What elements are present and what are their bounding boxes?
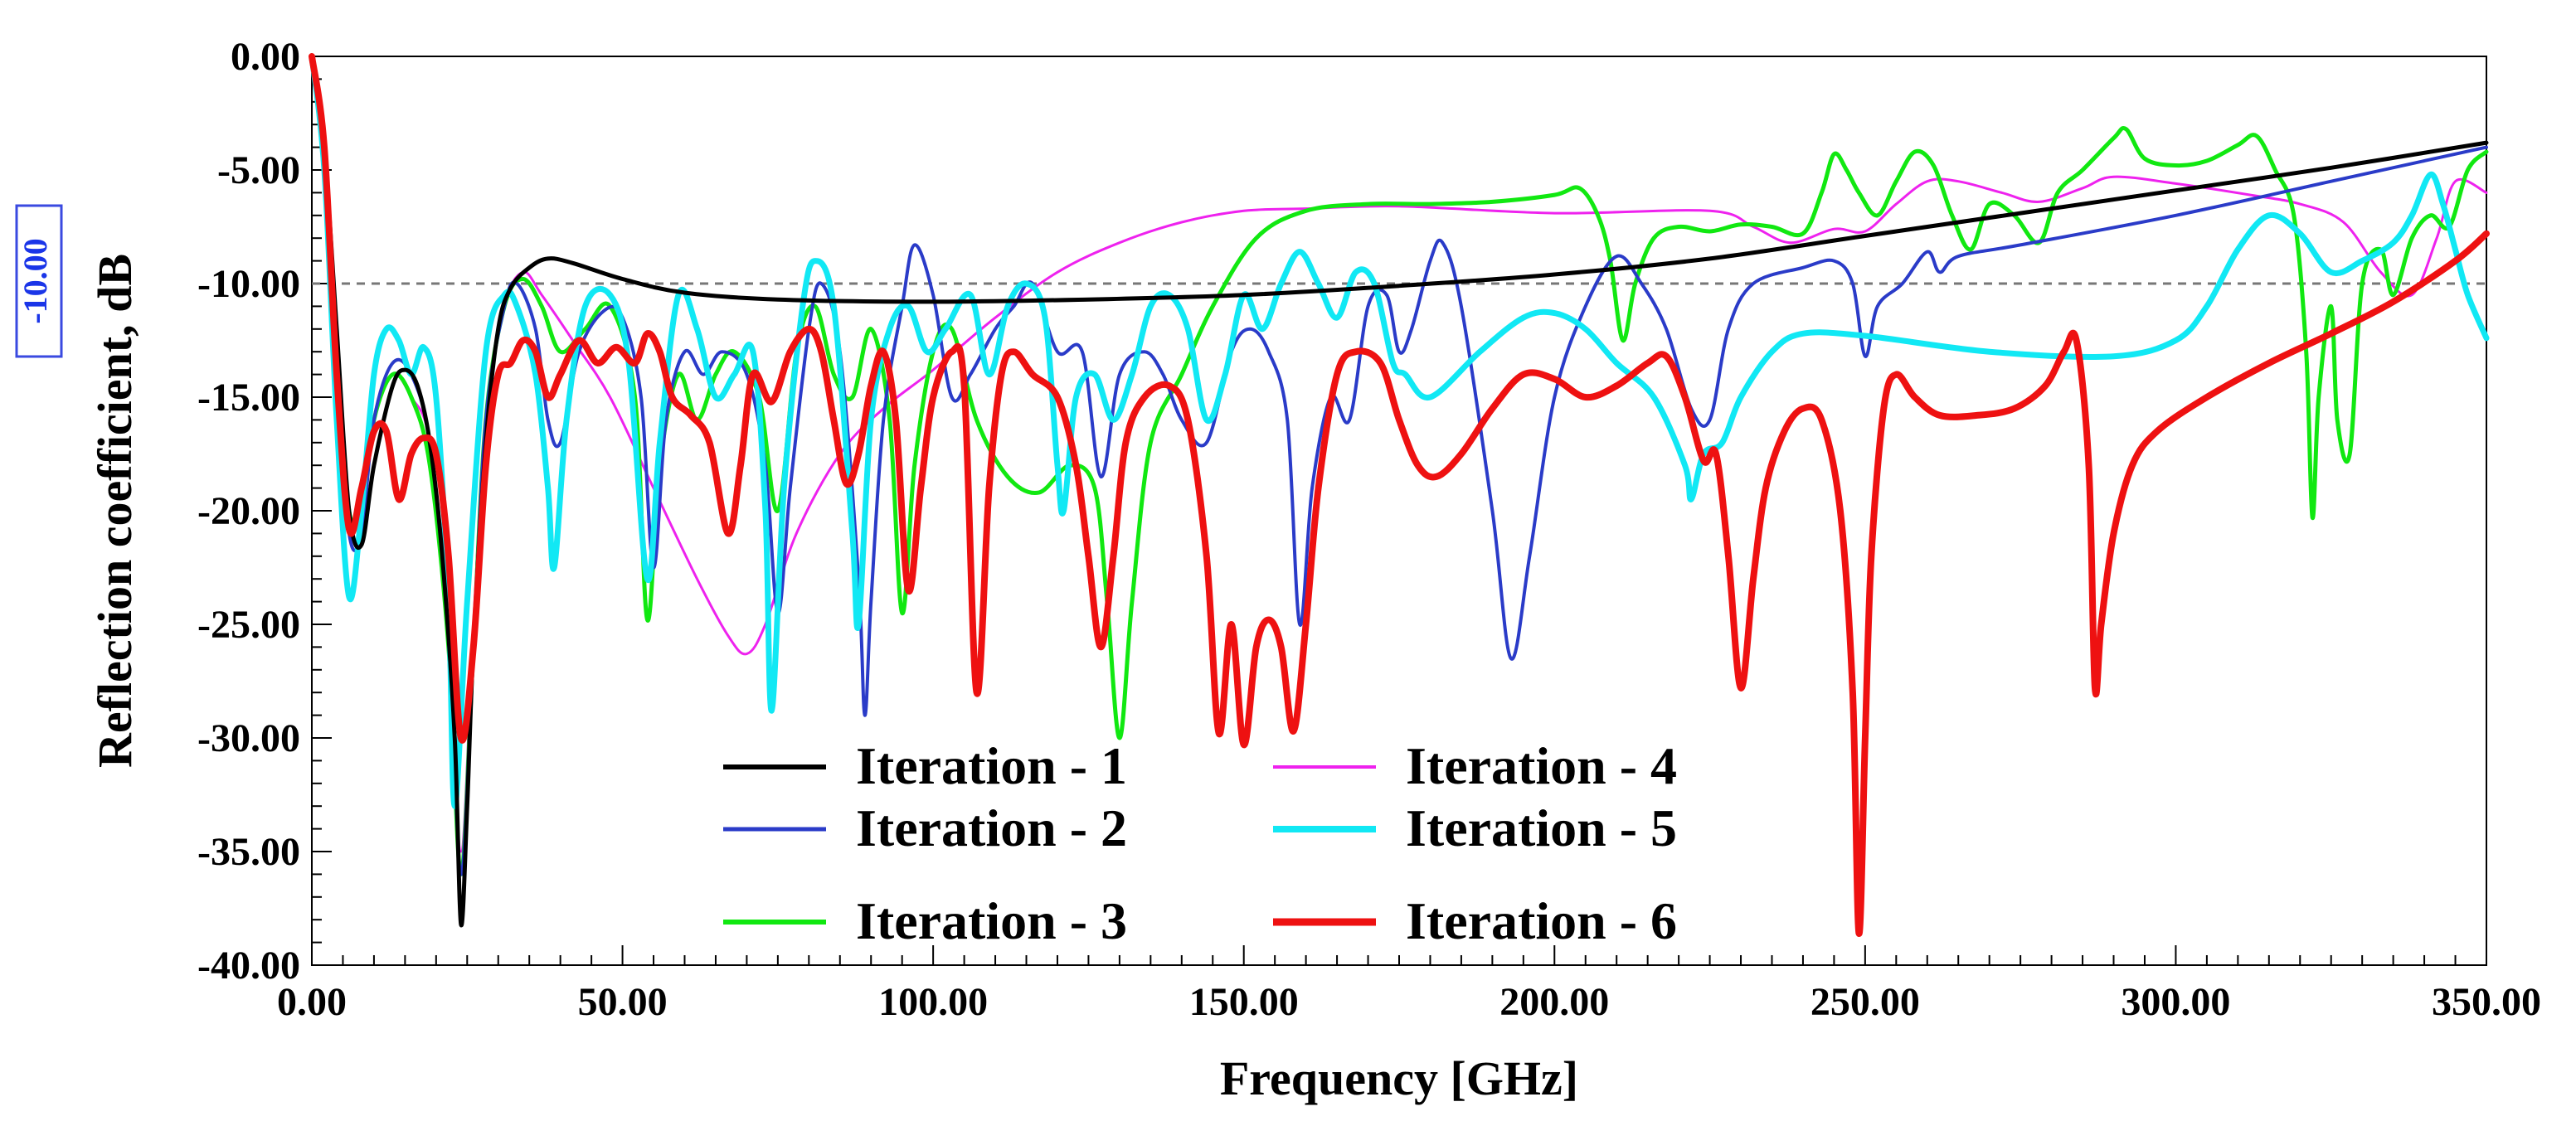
legend-label-iteration-6: Iteration - 6 bbox=[1406, 891, 1677, 950]
y-tick-label: -15.00 bbox=[197, 376, 300, 420]
y-tick-label: -20.00 bbox=[197, 489, 300, 533]
y-tick-label: 0.00 bbox=[231, 35, 300, 79]
y-tick-label: -40.00 bbox=[197, 944, 300, 988]
series-group bbox=[309, 53, 2490, 937]
x-tick-label: 250.00 bbox=[1810, 980, 1920, 1024]
legend-label-iteration-5: Iteration - 5 bbox=[1406, 798, 1677, 857]
x-axis-title: Frequency [GHz] bbox=[1220, 1051, 1578, 1105]
series-line-iteration-3 bbox=[309, 54, 2489, 876]
series-line-iteration-5 bbox=[309, 53, 2490, 809]
reference-value-box: -10.00 bbox=[15, 204, 63, 358]
x-tick-label: 300.00 bbox=[2121, 980, 2230, 1024]
axis-labels: 0.00 50.00 100.00 150.00 200.00 250.00 300.00 3… bbox=[197, 35, 2541, 1024]
legend-label-iteration-1: Iteration - 1 bbox=[856, 736, 1127, 795]
series-line-iteration-6 bbox=[309, 53, 2490, 937]
series-line-iteration-1 bbox=[309, 54, 2489, 928]
y-axis-title: Reflection coefficient, dB bbox=[88, 254, 142, 768]
y-tick-label: -35.00 bbox=[197, 830, 300, 874]
y-tick-label: -5.00 bbox=[217, 148, 300, 192]
legend-label-iteration-4: Iteration - 4 bbox=[1406, 736, 1677, 795]
x-tick-label: 100.00 bbox=[878, 980, 988, 1024]
legend-label-iteration-3: Iteration - 3 bbox=[856, 891, 1127, 950]
x-tick-label: 50.00 bbox=[578, 980, 668, 1024]
y-tick-label: -30.00 bbox=[197, 716, 300, 760]
x-tick-label: 0.00 bbox=[277, 980, 347, 1024]
legend-label-iteration-2: Iteration - 2 bbox=[856, 798, 1127, 857]
y-tick-label: -10.00 bbox=[197, 262, 300, 306]
reference-value-label: -10.00 bbox=[17, 238, 54, 323]
y-tick-label: -25.00 bbox=[197, 603, 300, 647]
x-tick-label: 200.00 bbox=[1499, 980, 1609, 1024]
x-tick-label: 350.00 bbox=[2432, 980, 2541, 1024]
x-tick-label: 150.00 bbox=[1189, 980, 1299, 1024]
